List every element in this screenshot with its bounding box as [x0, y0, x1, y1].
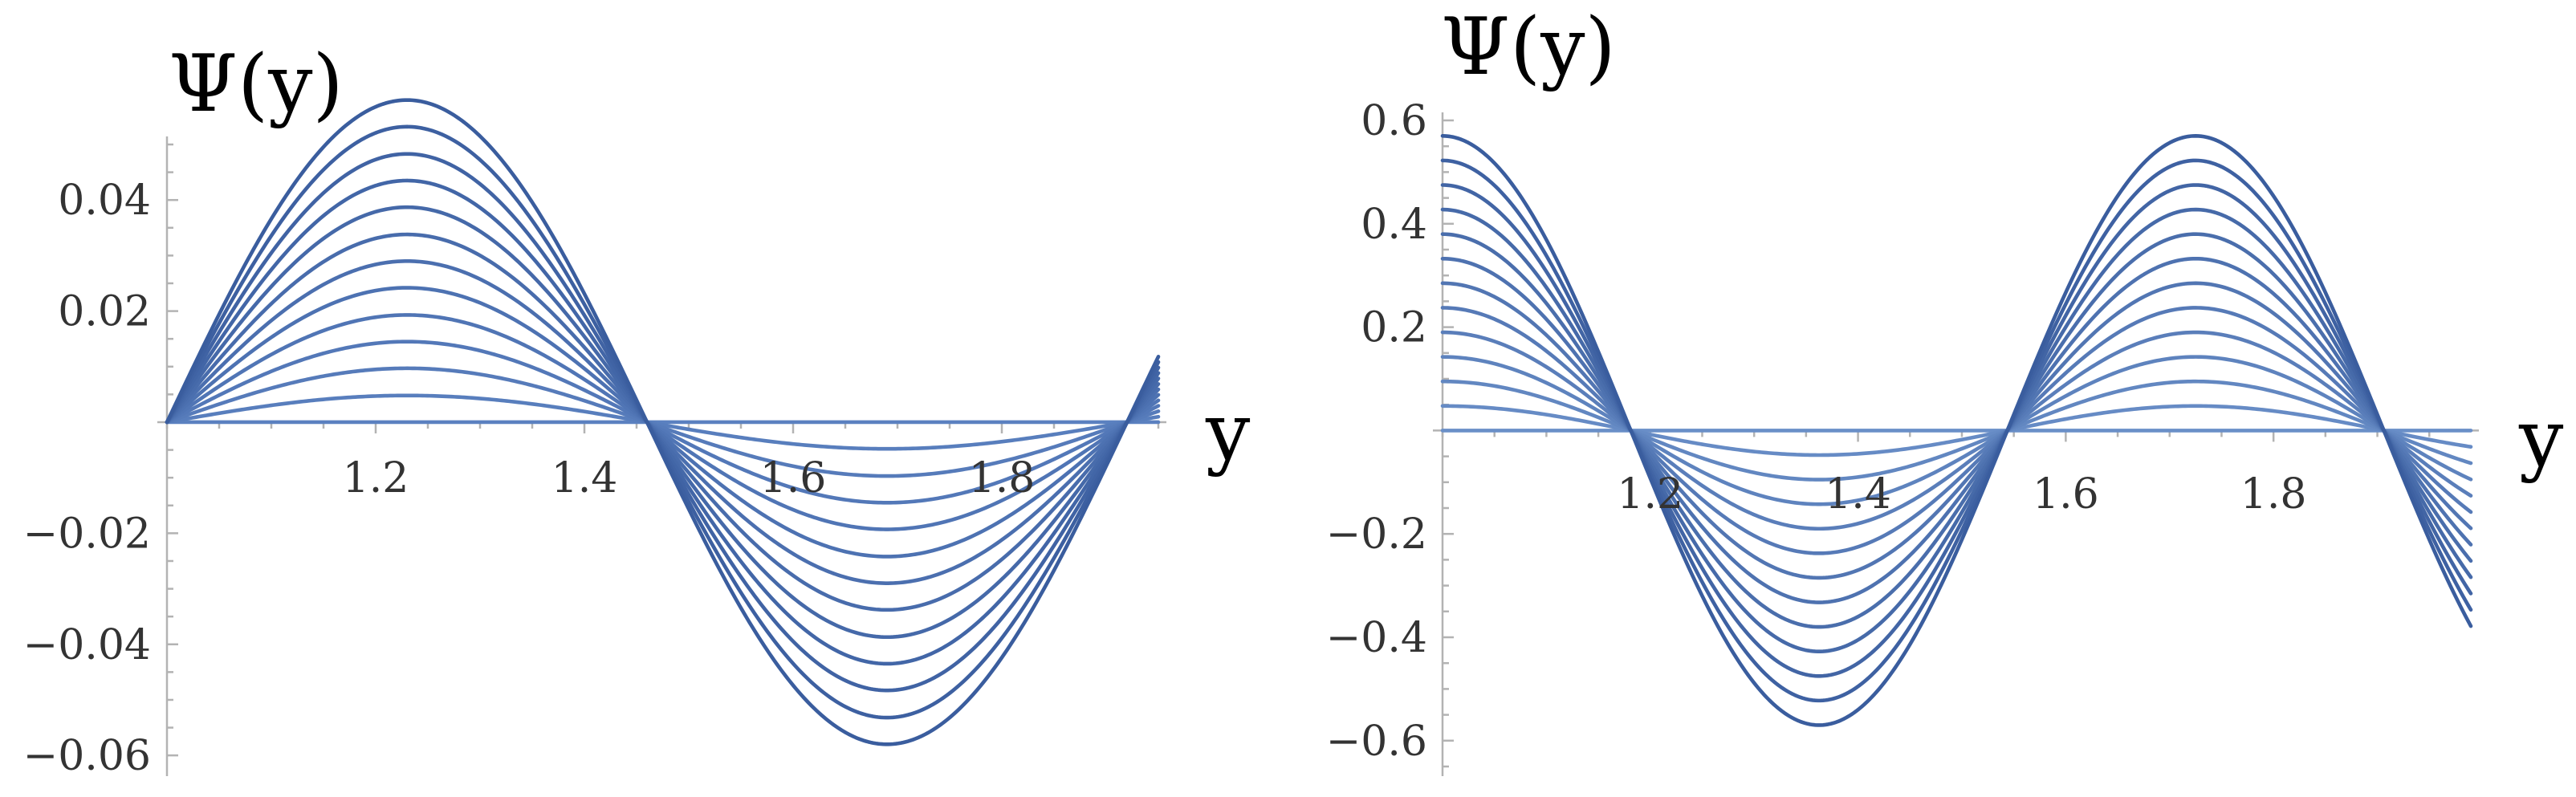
left-chart-panel: 0.04 0.02 −0.02 −0.04 −0.06 1.2 1.4 1.6 1.8 Ψ(y) y [23, 39, 1251, 780]
y-tick-label: −0.4 [1326, 614, 1427, 662]
series-curve [165, 286, 1161, 559]
x-tick-label: 1.4 [551, 454, 618, 502]
x-axis-title: y [1205, 387, 1251, 478]
y-tick-label: −0.2 [1326, 510, 1427, 559]
x-tick-label: 1.8 [2240, 470, 2307, 518]
series-curve [165, 340, 1161, 505]
curve-family [1440, 134, 2473, 727]
series-curve [165, 366, 1161, 478]
x-tick-label: 1.2 [343, 454, 409, 502]
series-curve [1440, 281, 2473, 580]
right-chart-panel: 0.6 0.4 0.2 −0.2 −0.4 −0.6 1.2 1.4 1.6 1.8 Ψ(y) y [1326, 2, 2564, 776]
series-curve [1440, 404, 2473, 457]
series-curve [1440, 306, 2473, 555]
x-tick-label: 1.6 [760, 454, 827, 502]
y-tick-label: 0.4 [1361, 201, 1427, 249]
curve-family [165, 98, 1161, 746]
y-axis-title: Ψ(y) [1441, 2, 1616, 93]
x-tick-label: 1.8 [969, 454, 1036, 502]
x-tick-label: 1.6 [2033, 470, 2099, 518]
x-tick-label: 1.4 [1825, 470, 1891, 518]
y-tick-label: −0.06 [23, 732, 151, 780]
series-curve [165, 313, 1161, 531]
series-curve [1440, 355, 2473, 506]
y-tick-label: −0.04 [23, 621, 151, 669]
y-tick-label: 0.2 [1361, 304, 1427, 352]
y-tick-label: 0.6 [1361, 97, 1427, 145]
y-tick-label: −0.6 [1326, 718, 1427, 766]
series-curve [1440, 330, 2473, 531]
series-curve [1440, 379, 2473, 482]
y-tick-label: −0.02 [23, 510, 151, 558]
series-curve [165, 98, 1161, 746]
y-tick-label: 0.04 [58, 177, 151, 225]
y-axis-title: Ψ(y) [169, 39, 344, 130]
series-curve [165, 393, 1161, 451]
y-tick-label: 0.02 [58, 288, 151, 336]
series-curve [1440, 134, 2473, 727]
x-axis-title: y [2518, 393, 2564, 485]
x-tick-label: 1.2 [1617, 470, 1683, 518]
